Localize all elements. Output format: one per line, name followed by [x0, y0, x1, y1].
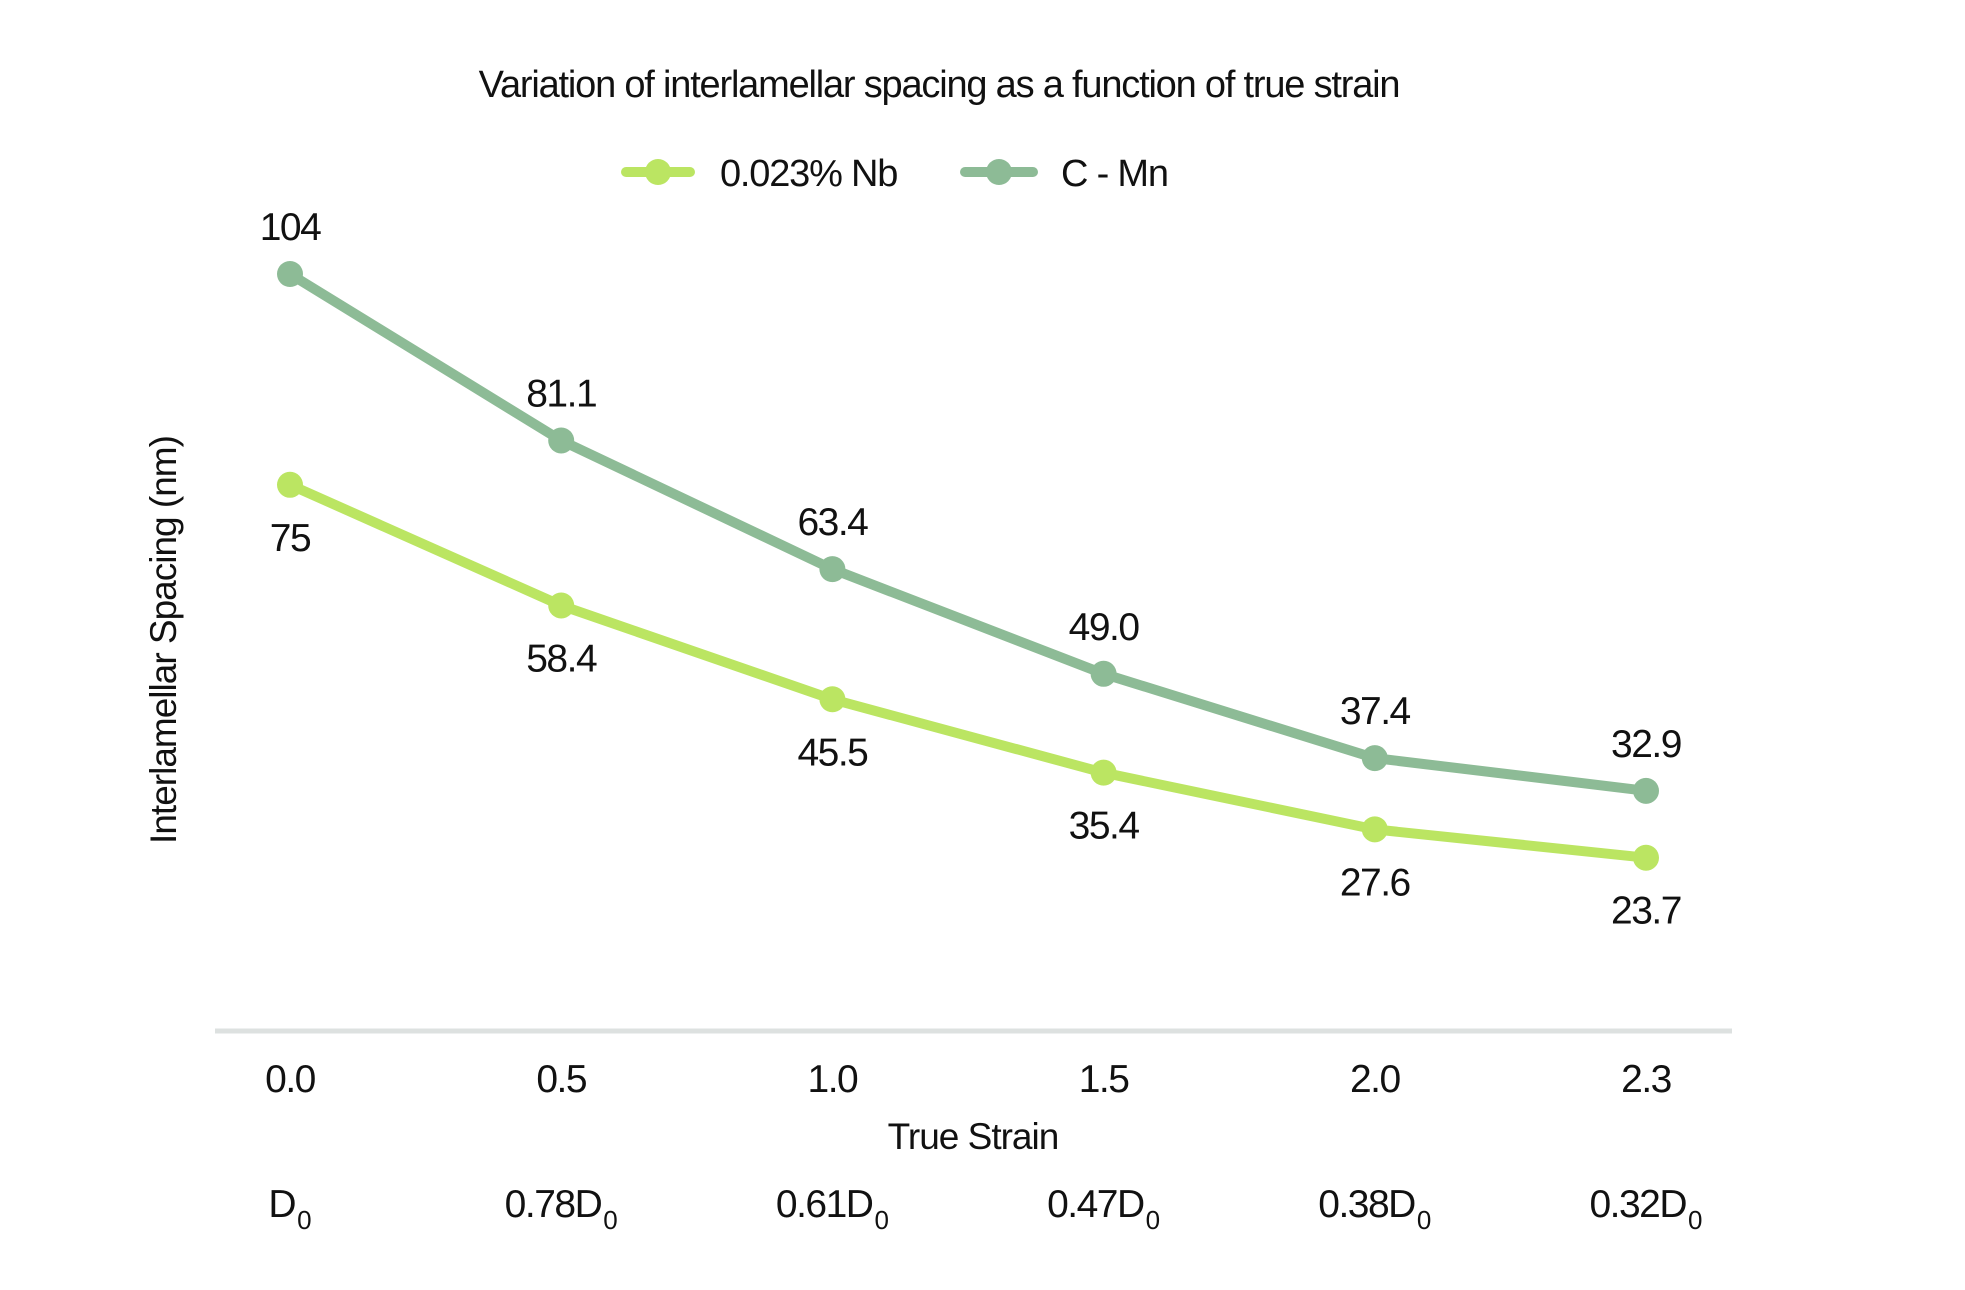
data-label-cmn: 81.1 [526, 372, 596, 415]
series-line-nb [287, 480, 1647, 863]
diameter-label-main: 0.32D [1589, 1183, 1686, 1226]
data-point-cmn[interactable] [548, 427, 575, 454]
data-label-cmn: 32.9 [1611, 723, 1681, 766]
data-label-nb: 75 [270, 517, 311, 560]
diameter-label-subscript: 0 [1688, 1205, 1702, 1235]
diameter-label-subscript: 0 [1417, 1205, 1431, 1235]
x-tick-labels: 0.0 0.5 1.0 1.5 2.0 2.3 [265, 1058, 1672, 1101]
data-label-cmn: 104 [260, 206, 321, 249]
legend-label-cmn: C - Mn [1061, 153, 1168, 195]
x-axis-title: True Strain [888, 1116, 1059, 1157]
legend-label-nb: 0.023% Nb [720, 153, 897, 195]
data-label-nb: 23.7 [1611, 890, 1681, 933]
x-tick-label: 2.0 [1350, 1058, 1401, 1101]
data-label-cmn: 37.4 [1340, 690, 1411, 733]
x-tick-label: 2.3 [1621, 1058, 1671, 1101]
data-point-nb[interactable] [1361, 816, 1388, 843]
diameter-label-main: 0.47D [1047, 1183, 1144, 1226]
legend-item-cmn[interactable]: C - Mn [960, 153, 1169, 195]
diameter-label-main: 0.61D [776, 1183, 873, 1226]
data-point-nb[interactable] [548, 592, 575, 619]
y-axis-title: Interlamellar Spacing (nm) [143, 436, 184, 844]
diameter-label-main: 0.78D [505, 1183, 602, 1226]
x-secondary-tick-label: 0.38D0 [1318, 1183, 1431, 1235]
data-label-nb: 45.5 [797, 731, 868, 774]
data-label-nb: 27.6 [1340, 861, 1410, 904]
data-point-cmn[interactable] [819, 556, 846, 583]
series-cmn: 104 81.1 63.4 49.0 37.4 32.9 [260, 206, 1682, 804]
x-tick-label: 0.5 [536, 1058, 587, 1101]
diameter-label-subscript: 0 [603, 1205, 617, 1235]
x-secondary-tick-label: 0.32D0 [1589, 1183, 1702, 1235]
chart-title: Variation of interlamellar spacing as a … [479, 64, 1400, 106]
series-nb: 75 58.4 45.5 35.4 27.6 23.7 [270, 471, 1682, 933]
diameter-label-main: 0.38D [1318, 1183, 1415, 1226]
data-point-nb[interactable] [277, 471, 303, 498]
data-point-cmn[interactable] [1633, 777, 1659, 804]
diameter-label-subscript: 0 [297, 1205, 311, 1235]
x-tick-label: 0.0 [265, 1058, 316, 1101]
data-point-nb[interactable] [1633, 844, 1659, 871]
legend-swatch-nb-marker [645, 159, 671, 185]
x-tick-label: 1.5 [1079, 1058, 1130, 1101]
x-secondary-tick-label: 0.61D0 [776, 1183, 889, 1235]
data-point-cmn[interactable] [1090, 660, 1117, 687]
data-point-cmn[interactable] [277, 261, 303, 287]
legend-item-nb[interactable]: 0.023% Nb [621, 153, 898, 195]
series-layer: 75 58.4 45.5 35.4 27.6 23.7 104 81.1 63.4 49.0 37.… [260, 206, 1683, 933]
diameter-label-subscript: 0 [1146, 1205, 1160, 1235]
data-label-nb: 58.4 [526, 637, 597, 680]
data-label-cmn: 49.0 [1069, 606, 1140, 649]
diameter-label-main: D [268, 1183, 295, 1226]
data-point-nb[interactable] [819, 686, 846, 713]
x-secondary-tick-label: 0.47D0 [1047, 1183, 1160, 1235]
x-secondary-tick-labels: D0 0.78D0 0.61D0 0.47D0 0.38D0 0.32D0 [268, 1183, 1702, 1235]
legend: 0.023% Nb C - Mn [621, 153, 1169, 195]
x-secondary-tick-label: D0 [268, 1183, 311, 1235]
series-line-cmn [287, 269, 1647, 796]
data-label-cmn: 63.4 [797, 501, 868, 544]
x-tick-label: 1.0 [808, 1058, 859, 1101]
data-label-nb: 35.4 [1069, 805, 1140, 848]
x-secondary-tick-label: 0.78D0 [505, 1183, 618, 1235]
data-point-nb[interactable] [1090, 759, 1117, 786]
legend-swatch-cmn-marker [986, 159, 1012, 185]
diameter-label-subscript: 0 [874, 1205, 888, 1235]
data-point-cmn[interactable] [1361, 745, 1388, 772]
